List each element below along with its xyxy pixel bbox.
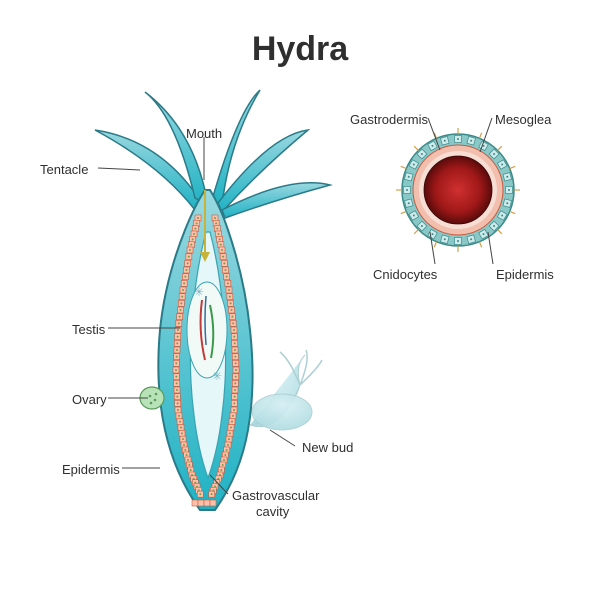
hydra-diagram: ✳ ✳	[0, 0, 600, 600]
svg-text:✳: ✳	[194, 285, 204, 299]
label-epidermis_cross: Epidermis	[496, 267, 554, 282]
label-tentacle: Tentacle	[40, 162, 88, 177]
cross-section	[396, 128, 520, 252]
label-cavity: cavity	[256, 504, 289, 519]
label-testis: Testis	[72, 322, 105, 337]
new-bud	[250, 350, 322, 430]
label-epidermis_main: Epidermis	[62, 462, 120, 477]
label-mesoglea: Mesoglea	[495, 112, 551, 127]
label-ovary: Ovary	[72, 392, 107, 407]
label-mouth: Mouth	[186, 126, 222, 141]
label-gastrovascular: Gastrovascular	[232, 488, 319, 503]
label-gastrodermis: Gastrodermis	[350, 112, 428, 127]
svg-text:✳: ✳	[212, 369, 222, 383]
label-cnidocytes: Cnidocytes	[373, 267, 437, 282]
label-new_bud: New bud	[302, 440, 353, 455]
